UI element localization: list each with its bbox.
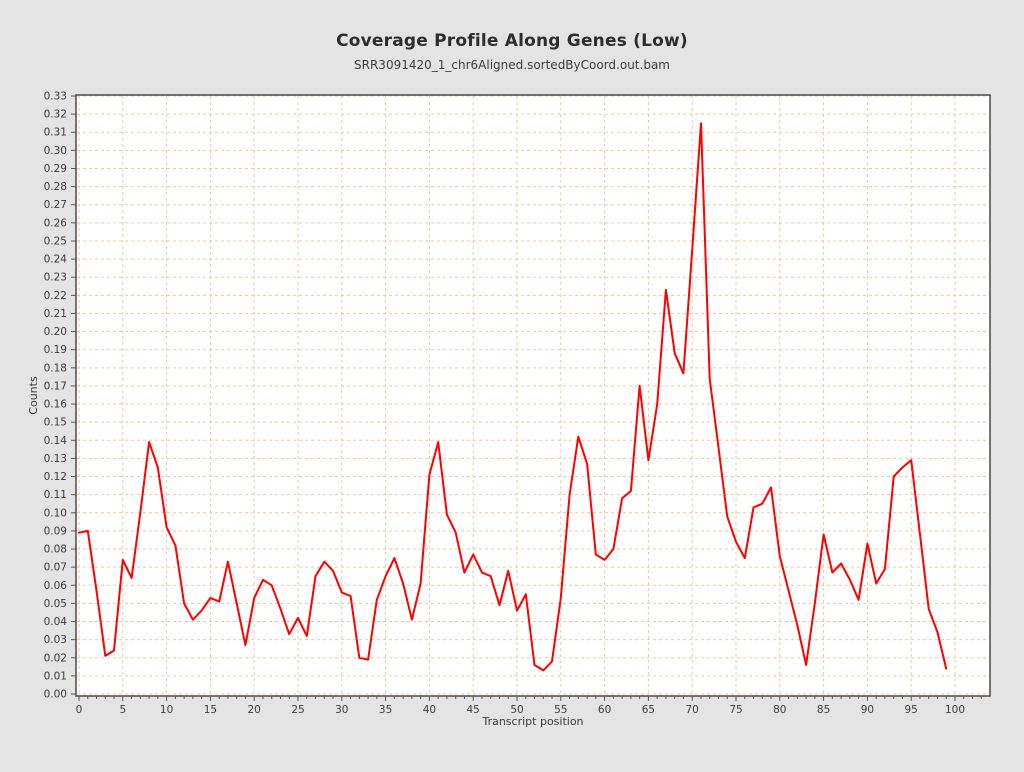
svg-text:0.11: 0.11 (44, 489, 67, 501)
svg-text:45: 45 (467, 704, 480, 716)
gridlines (77, 95, 989, 695)
svg-text:0.15: 0.15 (44, 417, 67, 429)
svg-text:0.06: 0.06 (44, 580, 68, 592)
svg-text:0.10: 0.10 (44, 507, 67, 519)
svg-text:0.21: 0.21 (44, 308, 67, 320)
svg-text:0.30: 0.30 (44, 145, 67, 157)
plot-border (75, 94, 991, 697)
x-axis-label: Transcript position (481, 715, 583, 728)
svg-text:75: 75 (729, 704, 742, 716)
svg-text:30: 30 (335, 704, 348, 716)
svg-text:0.32: 0.32 (44, 109, 67, 121)
svg-text:20: 20 (248, 704, 261, 716)
svg-text:0.25: 0.25 (44, 235, 67, 247)
svg-text:40: 40 (423, 704, 436, 716)
svg-text:0.07: 0.07 (44, 562, 67, 574)
svg-text:0.22: 0.22 (44, 290, 67, 302)
svg-text:0.18: 0.18 (44, 362, 67, 374)
chart-title: Coverage Profile Along Genes (Low) (336, 31, 688, 51)
svg-text:0.27: 0.27 (44, 199, 67, 211)
svg-text:0.33: 0.33 (44, 91, 67, 103)
series-line-coverage (78, 122, 948, 672)
svg-text:65: 65 (642, 704, 655, 716)
svg-text:0.17: 0.17 (44, 380, 67, 392)
svg-text:0.08: 0.08 (44, 544, 67, 556)
svg-text:0.23: 0.23 (44, 272, 67, 284)
svg-text:80: 80 (773, 704, 786, 716)
svg-text:0.13: 0.13 (44, 453, 67, 465)
svg-text:0.24: 0.24 (44, 254, 68, 266)
svg-text:0.04: 0.04 (44, 616, 68, 628)
svg-text:0.09: 0.09 (44, 525, 67, 537)
svg-text:85: 85 (817, 704, 830, 716)
svg-text:0.26: 0.26 (44, 217, 68, 229)
svg-text:0.02: 0.02 (44, 652, 67, 664)
svg-text:90: 90 (861, 704, 874, 716)
y-axis-label: Counts (27, 376, 40, 415)
svg-text:0.03: 0.03 (44, 634, 67, 646)
svg-text:0.14: 0.14 (44, 435, 68, 447)
svg-text:5: 5 (119, 704, 126, 716)
svg-text:10: 10 (160, 704, 173, 716)
svg-text:0.19: 0.19 (44, 344, 67, 356)
svg-text:0: 0 (76, 704, 83, 716)
svg-text:0.01: 0.01 (44, 670, 67, 682)
svg-text:55: 55 (554, 704, 567, 716)
svg-text:25: 25 (291, 704, 304, 716)
svg-text:0.20: 0.20 (44, 326, 67, 338)
x-tick-labels: 0 5 10 15 20 25 30 35 40 45 50 55 60 65 70 75 80 85 90 95 10… (76, 704, 965, 716)
svg-text:0.00: 0.00 (44, 689, 67, 701)
svg-text:95: 95 (905, 704, 918, 716)
chart-subtitle: SRR3091420_1_chr6Aligned.sortedByCoord.o… (354, 58, 670, 72)
svg-text:0.31: 0.31 (44, 127, 67, 139)
svg-text:50: 50 (510, 704, 523, 716)
svg-text:15: 15 (204, 704, 217, 716)
svg-text:0.28: 0.28 (44, 181, 67, 193)
svg-text:70: 70 (686, 704, 699, 716)
svg-text:0.16: 0.16 (44, 399, 68, 411)
svg-text:60: 60 (598, 704, 611, 716)
svg-text:0.12: 0.12 (44, 471, 67, 483)
plot-area (76, 95, 990, 696)
svg-text:0.05: 0.05 (44, 598, 67, 610)
svg-text:0.29: 0.29 (44, 163, 67, 175)
svg-text:35: 35 (379, 704, 392, 716)
y-tick-labels: 0.00 0.01 0.02 0.03 0.04 0.05 0.06 0.07 0.08 0.09… (44, 91, 68, 701)
svg-text:100: 100 (945, 704, 965, 716)
